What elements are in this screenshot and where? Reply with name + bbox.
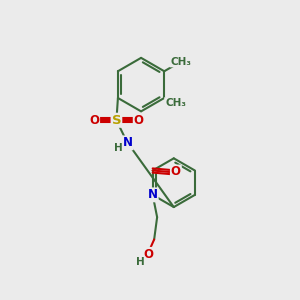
Text: CH₃: CH₃ [165,98,186,108]
Text: O: O [143,248,153,261]
Text: CH₃: CH₃ [170,56,191,67]
Text: O: O [89,114,99,127]
Text: N: N [123,136,133,149]
Text: H: H [114,143,123,153]
Text: S: S [112,114,121,127]
Text: N: N [148,188,158,201]
Text: O: O [171,166,181,178]
Text: H: H [136,257,145,267]
Text: O: O [134,114,144,127]
